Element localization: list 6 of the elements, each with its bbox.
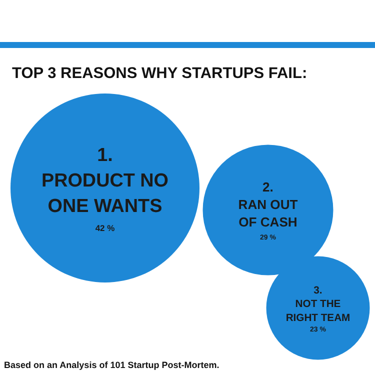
text: TOP 3 REASONS WHY STARTUPS FAIL:	[12, 65, 308, 82]
category-label: 2. RAN OUT OF CASH	[238, 179, 298, 230]
data-label: 42 %	[95, 222, 116, 233]
category-label: 1. PRODUCT NO ONE WANTS	[42, 145, 168, 218]
category-label: 3. NOT THE RIGHT TEAM	[286, 285, 350, 324]
text: Based on an Analysis of 101 Startup Post-Mortem.	[4, 360, 220, 370]
